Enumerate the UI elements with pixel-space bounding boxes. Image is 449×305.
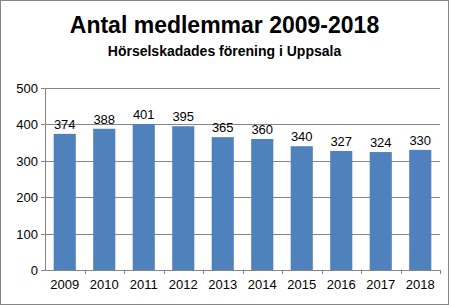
data-label: 365 xyxy=(212,120,234,135)
y-tick-label: 100 xyxy=(16,227,38,242)
y-tick-label: 500 xyxy=(16,81,38,96)
x-tick-label: 2014 xyxy=(248,277,277,292)
data-label: 374 xyxy=(54,117,76,132)
data-label: 340 xyxy=(291,129,313,144)
y-tick-label: 200 xyxy=(16,190,38,205)
x-tick xyxy=(203,270,204,274)
x-tick-label: 2011 xyxy=(130,277,158,292)
data-label: 324 xyxy=(370,135,392,150)
y-tick xyxy=(41,161,45,162)
x-tick xyxy=(322,270,323,274)
chart-title: Antal medlemmar 2009-2018 xyxy=(70,12,380,38)
y-tick xyxy=(41,124,45,125)
x-axis-line xyxy=(45,270,440,271)
x-tick-label: 2017 xyxy=(366,277,395,292)
y-tick xyxy=(41,197,45,198)
x-tick-label: 2018 xyxy=(406,277,435,292)
data-label: 388 xyxy=(93,112,115,127)
bar xyxy=(212,137,234,270)
x-tick-label: 2012 xyxy=(169,277,198,292)
bar xyxy=(93,129,115,270)
data-label: 395 xyxy=(172,109,194,124)
data-label: 327 xyxy=(330,134,352,149)
x-tick-label: 2015 xyxy=(287,277,316,292)
bar xyxy=(370,152,392,270)
y-tick xyxy=(41,234,45,235)
bar xyxy=(291,146,313,270)
x-tick xyxy=(243,270,244,274)
x-tick xyxy=(282,270,283,274)
bar xyxy=(54,134,76,270)
chart-border xyxy=(1,1,449,305)
x-tick xyxy=(361,270,362,274)
grid-line xyxy=(45,270,440,271)
x-tick xyxy=(164,270,165,274)
bars xyxy=(54,124,432,270)
x-tick xyxy=(85,270,86,274)
x-tick-label: 2016 xyxy=(327,277,356,292)
grid-line xyxy=(45,88,440,89)
y-tick xyxy=(41,88,45,89)
bar xyxy=(172,126,194,270)
bar xyxy=(409,150,431,270)
bar xyxy=(251,139,273,270)
x-tick-label: 2009 xyxy=(50,277,79,292)
x-tick-label: 2013 xyxy=(208,277,237,292)
x-tick xyxy=(401,270,402,274)
chart-container: Antal medlemmar 2009-2018 Hörselskadades … xyxy=(0,0,449,305)
x-tick xyxy=(440,270,441,274)
y-tick-label: 300 xyxy=(16,154,38,169)
y-tick-label: 400 xyxy=(16,117,38,132)
bar xyxy=(330,151,352,270)
data-label: 330 xyxy=(409,133,431,148)
y-tick xyxy=(41,270,45,271)
y-tick-label: 0 xyxy=(31,263,38,278)
y-axis-line xyxy=(45,88,46,270)
chart-svg: Antal medlemmar 2009-2018 Hörselskadades … xyxy=(0,0,449,305)
x-tick-label: 2010 xyxy=(90,277,119,292)
chart-subtitle: Hörselskadades förening i Uppsala xyxy=(108,43,342,59)
x-tick xyxy=(124,270,125,274)
data-label: 401 xyxy=(133,107,155,122)
data-label: 360 xyxy=(251,122,273,137)
bar xyxy=(133,124,155,270)
